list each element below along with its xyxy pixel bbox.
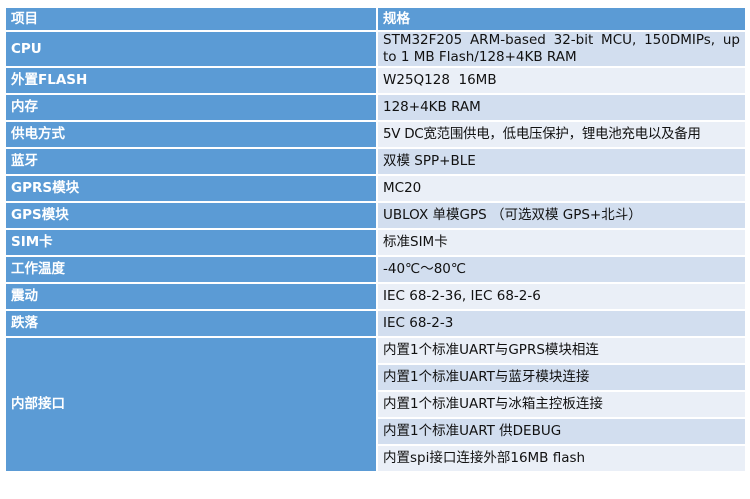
table-header: 项目 规格 bbox=[6, 8, 745, 30]
row-label: 工作温度 bbox=[6, 257, 376, 282]
row-value: IEC 68-2-36, IEC 68-2-6 bbox=[378, 284, 745, 309]
header-item: 项目 bbox=[6, 8, 376, 30]
row-label: 跌落 bbox=[6, 311, 376, 336]
table-row: GPRS模块 MC20 bbox=[6, 176, 745, 201]
table-row: 供电方式 5V DC宽范围供电，低电压保护，锂电池充电以及备用 bbox=[6, 122, 745, 147]
row-value: MC20 bbox=[378, 176, 745, 201]
table-row: 震动 IEC 68-2-36, IEC 68-2-6 bbox=[6, 284, 745, 309]
table-row: 内置1个标准UART与蓝牙模块连接 bbox=[6, 365, 745, 390]
table-row: 内部接口 内置1个标准UART与GPRS模块相连 bbox=[6, 338, 745, 471]
row-label: 外置FLASH bbox=[6, 68, 376, 93]
table-row: 外置FLASH W25Q128 16MB bbox=[6, 68, 745, 93]
row-label: 供电方式 bbox=[6, 122, 376, 147]
row-value: 128+4KB RAM bbox=[378, 95, 745, 120]
table-row: GPS模块 UBLOX 单模GPS （可选双模 GPS+北斗） bbox=[6, 203, 745, 228]
row-value: -40℃～80℃ bbox=[378, 257, 745, 282]
interface-value: 内置spi接口连接外部16MB flash bbox=[378, 446, 745, 471]
row-label: GPRS模块 bbox=[6, 176, 376, 201]
row-label: CPU bbox=[6, 32, 376, 66]
interface-value: 内置1个标准UART与蓝牙模块连接 bbox=[378, 365, 745, 390]
row-value: 标准SIM卡 bbox=[378, 230, 745, 255]
interface-value: 内置1个标准UART与GPRS模块相连 bbox=[378, 338, 745, 363]
row-value: W25Q128 16MB bbox=[378, 68, 745, 93]
row-label: 震动 bbox=[6, 284, 376, 309]
row-label: GPS模块 bbox=[6, 203, 376, 228]
row-value: 双模 SPP+BLE bbox=[378, 149, 745, 174]
spec-table: 项目 规格 CPU STM32F205 ARM-based 32-bit MCU,… bbox=[4, 6, 747, 473]
table-row: 内置1个标准UART 供DEBUG bbox=[6, 419, 745, 444]
row-label: 内存 bbox=[6, 95, 376, 120]
interfaces-label: 内部接口 bbox=[6, 338, 376, 471]
table-row: 工作温度 -40℃～80℃ bbox=[6, 257, 745, 282]
row-label: SIM卡 bbox=[6, 230, 376, 255]
table-row: 内置spi接口连接外部16MB flash bbox=[6, 446, 745, 471]
table-row: CPU STM32F205 ARM-based 32-bit MCU, 150DM… bbox=[6, 32, 745, 66]
row-value: 5V DC宽范围供电，低电压保护，锂电池充电以及备用 bbox=[378, 122, 745, 147]
header-spec: 规格 bbox=[378, 8, 745, 30]
interface-value: 内置1个标准UART与冰箱主控板连接 bbox=[378, 392, 745, 417]
table-row: 跌落 IEC 68-2-3 bbox=[6, 311, 745, 336]
row-value: IEC 68-2-3 bbox=[378, 311, 745, 336]
table-row: SIM卡 标准SIM卡 bbox=[6, 230, 745, 255]
row-label: 蓝牙 bbox=[6, 149, 376, 174]
table-row: 蓝牙 双模 SPP+BLE bbox=[6, 149, 745, 174]
row-value: STM32F205 ARM-based 32-bit MCU, 150DMIPs… bbox=[378, 32, 745, 66]
table-row: 内存 128+4KB RAM bbox=[6, 95, 745, 120]
row-value: UBLOX 单模GPS （可选双模 GPS+北斗） bbox=[378, 203, 745, 228]
interface-value: 内置1个标准UART 供DEBUG bbox=[378, 419, 745, 444]
table-row: 内置1个标准UART与冰箱主控板连接 bbox=[6, 392, 745, 417]
